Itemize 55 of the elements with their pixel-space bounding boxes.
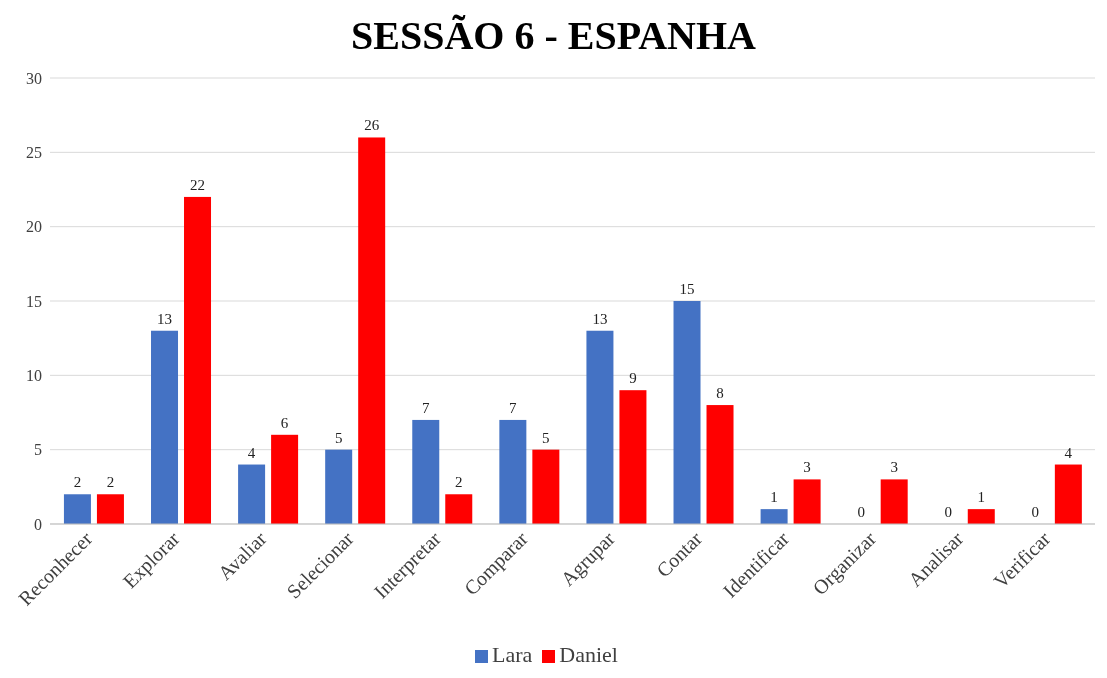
bar <box>499 419 527 524</box>
bar <box>619 390 647 524</box>
bar <box>325 449 353 524</box>
bar <box>586 330 614 524</box>
data-label: 2 <box>455 474 463 491</box>
bar <box>880 479 908 524</box>
data-label: 4 <box>1064 444 1073 461</box>
data-label: 7 <box>509 399 518 416</box>
data-label: 8 <box>716 385 724 402</box>
bar <box>238 464 266 524</box>
data-label: 6 <box>280 414 289 431</box>
bar <box>1054 464 1082 524</box>
bar <box>63 494 91 524</box>
data-label: 15 <box>679 281 695 297</box>
bar <box>271 434 299 524</box>
bar <box>673 301 701 524</box>
data-label: 22 <box>190 176 206 193</box>
bar <box>793 479 821 524</box>
bar <box>184 196 212 524</box>
bar <box>445 494 473 524</box>
data-label: 9 <box>629 370 637 387</box>
bar <box>96 494 124 524</box>
data-label: 2 <box>106 474 115 491</box>
data-label: 7 <box>422 399 431 416</box>
bar <box>967 509 995 524</box>
y-tick-label: 10 <box>26 367 42 385</box>
data-label: 26 <box>364 117 380 134</box>
y-tick-label: 15 <box>26 292 42 310</box>
data-label: 5 <box>334 429 343 446</box>
bar <box>412 419 440 524</box>
y-tick-label: 25 <box>26 144 42 162</box>
data-label: 0 <box>857 504 865 520</box>
data-label: 5 <box>542 429 550 446</box>
data-label: 13 <box>592 310 608 327</box>
data-label: 3 <box>890 459 898 476</box>
bar <box>151 330 179 524</box>
bar <box>532 449 560 524</box>
data-label: 0 <box>944 504 953 520</box>
bar <box>358 137 386 524</box>
data-label: 3 <box>803 459 811 476</box>
data-label: 1 <box>770 489 778 506</box>
bar <box>760 509 788 524</box>
y-tick-label: 20 <box>26 218 42 236</box>
data-label: 2 <box>73 474 82 491</box>
y-tick-label: 0 <box>34 515 42 533</box>
bar <box>706 405 734 524</box>
data-label: 4 <box>247 444 256 461</box>
legend-label: Daniel <box>559 642 618 667</box>
y-tick-label: 30 <box>26 69 42 87</box>
data-label: 13 <box>157 310 173 327</box>
data-label: 0 <box>1031 504 1040 520</box>
y-tick-label: 5 <box>34 441 42 459</box>
chart-title: SESSÃO 6 - ESPANHA <box>350 12 757 60</box>
legend-label: Lara <box>492 642 533 667</box>
data-label: 1 <box>977 489 986 506</box>
